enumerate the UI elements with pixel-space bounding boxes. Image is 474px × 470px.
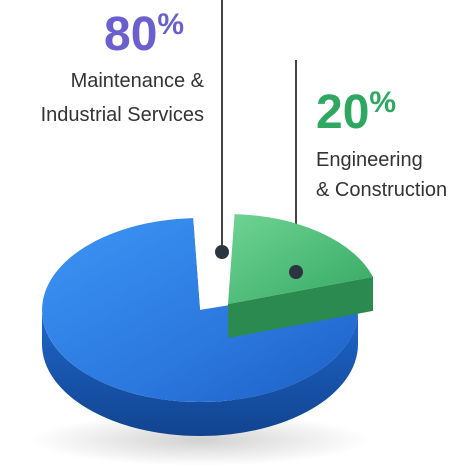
slice-label-engineering-line2: & Construction [316,179,447,201]
pie-slice-engineering-cut-face [228,276,373,338]
percent-sign-maintenance: % [157,8,184,41]
percent-label-engineering: 20% [316,86,396,139]
percent-value-maintenance: 80 [104,8,157,61]
slice-label-engineering-line1: Engineering [316,149,423,171]
slice-label-maintenance-line1: Maintenance & [71,70,205,92]
leader-dot-maintenance [215,245,229,259]
slice-label-maintenance-line2: Industrial Services [41,104,204,126]
pie-slice-engineering-top [228,214,373,304]
leader-dot-engineering [289,265,303,279]
pie-shadow [30,414,370,466]
percent-label-maintenance: 80% [104,8,184,61]
pie-slice-maintenance-top [42,218,359,403]
percent-value-engineering: 20 [316,86,369,139]
percent-sign-engineering: % [369,86,396,119]
pie-slice-engineering [228,214,373,338]
pie-slice-maintenance-side [42,310,358,436]
